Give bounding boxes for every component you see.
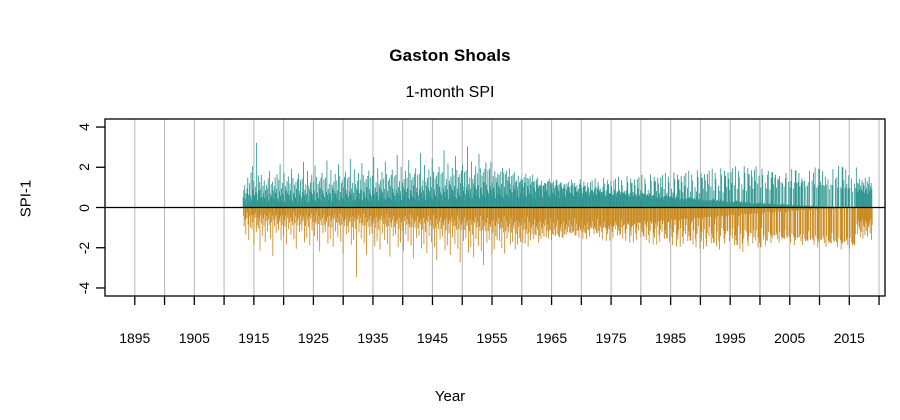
x-tick-label: 1925	[297, 330, 329, 346]
x-tick-label: 1995	[714, 330, 746, 346]
x-tick-label: 1965	[535, 330, 568, 346]
x-axis-label: Year	[434, 388, 466, 405]
chart-title: Gaston Shoals	[389, 46, 511, 65]
axis-ticks	[96, 126, 880, 305]
x-tick-label: 1945	[416, 330, 449, 346]
x-tick-label: 1905	[178, 330, 210, 346]
x-tick-label: 1975	[595, 330, 627, 346]
x-tick-label: 2015	[833, 330, 865, 346]
x-tick-label: 2005	[774, 330, 806, 346]
chart-subtitle: 1-month SPI	[405, 84, 495, 101]
x-tick-label: 1935	[357, 330, 389, 346]
x-tick-label: 1985	[655, 330, 687, 346]
x-tick-label: 1915	[238, 330, 270, 346]
x-tick-label: 1955	[476, 330, 508, 346]
x-tick-label: 1895	[119, 330, 151, 346]
bar-series	[242, 142, 873, 278]
